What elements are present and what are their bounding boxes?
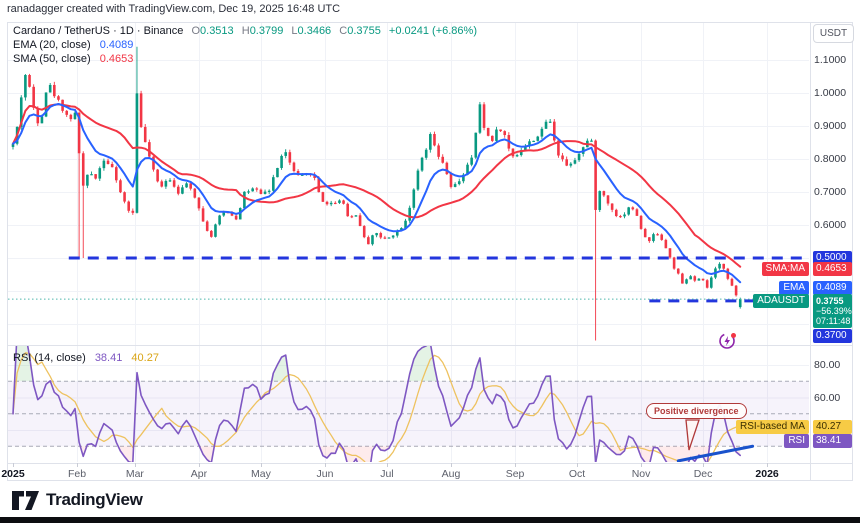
ohlc-low-value: 0.3466 [297,25,332,37]
ohlc-open-label: O [191,25,201,37]
ohlc-high-label: H [241,25,250,37]
price-axis-label: 0.7000 [814,186,847,198]
notification-dot [731,333,736,338]
time-axis-label: Nov [631,468,651,480]
tradingview-mark-icon [12,490,39,510]
rsi-axis-value-chip: 38.41 [813,433,852,448]
ohlc-close-label: C [339,25,348,37]
price-axis-label: 0.9000 [814,120,847,132]
level-upper-badge: 0.5000 [813,251,852,265]
ema-legend-row[interactable]: EMA (20, close) 0.4089 [13,39,133,51]
time-axis-label: Jun [316,468,334,480]
time-axis-label: Mar [125,468,144,480]
ohlc-open-value: 0.3513 [200,25,234,37]
sma-axis-label-chip: SMA:MA [761,262,809,277]
sma-label: SMA (50, close) [13,53,91,65]
last-price-value: 0.3755 [816,296,844,307]
change-percent-value: −56.39% [816,306,852,317]
change-value: +0.0241 (+6.86%) [388,25,477,37]
flash-circle [719,333,735,349]
ohlc-high-value: 0.3799 [249,25,284,37]
ohlc-close-value: 0.3755 [347,25,381,37]
ema-axis-label-chip: EMA [779,281,809,296]
bottom-bar [0,517,860,523]
currency-button[interactable]: USDT [813,24,854,43]
sma-legend-row[interactable]: SMA (50, close) 0.4653 [13,53,133,65]
ema-label: EMA (20, close) [13,39,91,51]
rsi-ma-value: 40.27 [131,352,159,364]
rsi-legend-row[interactable]: RSI (14, close) 38.41 40.27 [13,352,159,364]
symbol-axis-label-chip: ADAUSDT [753,294,809,309]
rsi-axis-label-chip: RSI [784,433,809,448]
time-axis-label: 2026 [755,468,779,480]
lightning-bolt-icon [724,336,730,346]
price-axis-label: 1.1000 [814,54,847,66]
ema-value: 0.4089 [99,39,134,51]
time-axis-label: Apr [190,468,208,480]
last-price-badge: 0.3755 −56.39% 07:11:48 [813,294,852,329]
sma-value: 0.4653 [99,53,134,65]
rsi-ma-axis-value-chip: 40.27 [813,419,852,434]
price-axis-label: 1.0000 [814,87,847,99]
flash-events-icon[interactable] [718,331,738,351]
rsi-label: RSI (14, close) [13,352,86,364]
time-axis-label: Jul [380,468,394,480]
sma-axis-value-chip: 0.4653 [813,262,852,277]
time-axis-label: Oct [568,468,586,480]
ema-axis-value-chip: 0.4089 [813,281,852,296]
rsi-value: 38.41 [94,352,123,364]
price-axis-label: 0.6000 [814,219,847,231]
price-axis-label: 0.8000 [814,153,847,165]
symbol-legend-row[interactable]: Cardano / TetherUS · 1D · Binance O0.351… [13,25,477,37]
tradingview-logo-text: TradingView [46,490,143,509]
time-axis-label: 2025 [1,468,25,480]
bar-countdown: 07:11:48 [816,316,851,327]
time-axis-label: Sep [505,468,525,480]
ohlc-low-label: L [291,25,298,37]
time-axis-label: May [250,468,271,480]
rsi-ma-axis-label-chip: RSI-based MA [735,419,809,434]
tradingview-logo[interactable]: TradingView [12,490,143,510]
symbol-title: Cardano / TetherUS · 1D · Binance [13,25,184,37]
attribution-text: ranadagger created with TradingView.com,… [7,3,341,15]
time-axis-label: Aug [441,468,461,480]
rsi-axis-label: 80.00 [814,359,841,371]
time-axis-label: Dec [693,468,713,480]
time-axis-label: Feb [67,468,87,480]
level-lower-badge: 0.3700 [813,329,852,344]
rsi-axis-label: 60.00 [814,391,841,404]
positive-divergence-callout[interactable]: Positive divergence [646,403,747,419]
